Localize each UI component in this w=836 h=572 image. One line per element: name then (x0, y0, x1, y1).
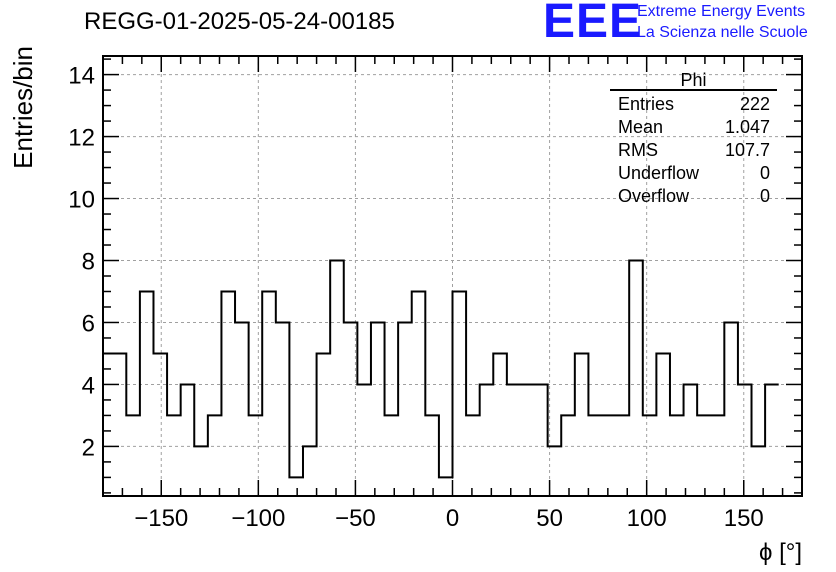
stats-row-label: Overflow (618, 186, 690, 206)
x-tick-label: −50 (335, 505, 376, 532)
stats-box: Phi Entries 222 Mean 1.047 RMS 107.7 Underflow… (610, 70, 777, 206)
y-tick-label: 2 (82, 434, 95, 461)
y-axis-label: Entries/bin (8, 46, 38, 169)
y-tick-label: 4 (82, 372, 95, 399)
logo-line-1: Extreme Energy Events (637, 3, 806, 20)
x-tick-label: 100 (627, 505, 667, 532)
y-tick-label: 14 (68, 63, 95, 90)
y-tick-label: 10 (68, 187, 95, 214)
x-tick-label: −150 (134, 505, 188, 532)
x-tick-label: 0 (446, 505, 459, 532)
y-tick-label: 6 (82, 310, 95, 337)
stats-row-value: 0 (760, 186, 770, 206)
stats-row-label: Entries (618, 94, 674, 114)
stats-row-value: 1.047 (725, 117, 770, 137)
y-tick-label: 12 (68, 125, 95, 152)
stats-row-value: 107.7 (725, 140, 770, 160)
x-tick-label: 50 (536, 505, 563, 532)
stats-row-label: Mean (618, 117, 663, 137)
stats-row-label: RMS (618, 140, 658, 160)
stats-row-label: Underflow (618, 163, 700, 183)
x-tick-label: −100 (231, 505, 285, 532)
stats-row-value: 0 (760, 163, 770, 183)
logo-line-2: La Scienza nelle Scuole (637, 24, 808, 41)
y-tick-label: 8 (82, 249, 95, 276)
x-axis-label: ϕ [°] (759, 539, 802, 566)
stats-row-value: 222 (740, 94, 770, 114)
eee-logo-mark: EEE (543, 0, 643, 48)
stats-box-title: Phi (680, 70, 706, 90)
chart-title: REGG-01-2025-05-24-00185 (84, 8, 395, 35)
histogram-outline (103, 259, 779, 479)
axis-ticks (102, 56, 803, 496)
x-tick-label: 150 (724, 505, 764, 532)
axis-tick-labels: −150 −100 −50 0 50 100 150 2 4 6 8 10 12 14 (68, 63, 763, 532)
